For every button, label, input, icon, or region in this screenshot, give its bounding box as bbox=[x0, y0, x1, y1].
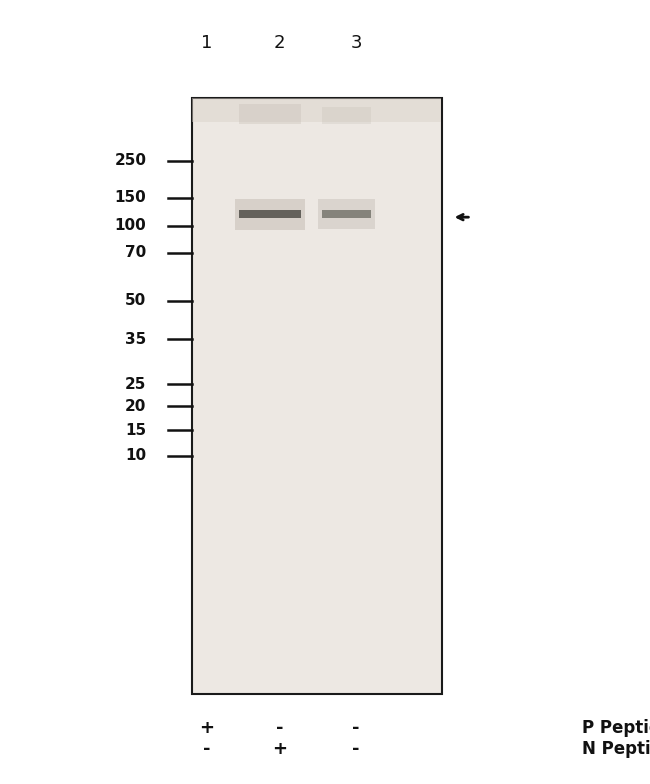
Text: 2: 2 bbox=[274, 34, 285, 52]
Text: 3: 3 bbox=[350, 34, 362, 52]
Text: 15: 15 bbox=[125, 423, 146, 438]
Text: 35: 35 bbox=[125, 332, 146, 347]
Text: 25: 25 bbox=[125, 376, 146, 391]
Bar bbox=[239, 104, 301, 124]
Bar bbox=[235, 198, 305, 230]
Text: 250: 250 bbox=[114, 153, 146, 168]
Text: 1: 1 bbox=[201, 34, 213, 52]
Text: +: + bbox=[272, 740, 287, 757]
Text: +: + bbox=[199, 719, 215, 736]
Bar bbox=[239, 210, 301, 218]
Text: -: - bbox=[276, 719, 283, 736]
Text: -: - bbox=[352, 719, 360, 736]
Bar bbox=[192, 98, 442, 694]
Text: 10: 10 bbox=[125, 448, 146, 463]
Bar bbox=[322, 107, 371, 124]
Text: 150: 150 bbox=[114, 190, 146, 205]
Bar bbox=[318, 199, 375, 229]
Text: -: - bbox=[352, 740, 360, 757]
Text: P Peptide: P Peptide bbox=[582, 719, 650, 736]
Text: 50: 50 bbox=[125, 293, 146, 308]
Text: 70: 70 bbox=[125, 245, 146, 260]
Text: N Peptide: N Peptide bbox=[582, 740, 650, 757]
Text: 20: 20 bbox=[125, 398, 146, 413]
Text: -: - bbox=[203, 740, 211, 757]
Text: 100: 100 bbox=[114, 218, 146, 233]
Bar bbox=[322, 210, 371, 218]
Bar bbox=[192, 98, 441, 122]
